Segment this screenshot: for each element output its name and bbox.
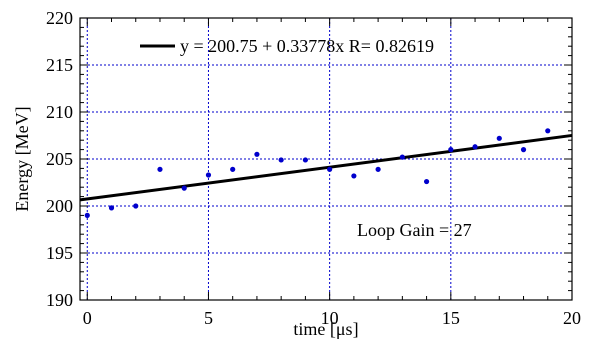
x-tick-label: 15 [442,308,460,328]
data-point [254,151,260,157]
legend: y = 200.75 + 0.33778x R= 0.82619 [140,36,434,56]
data-point [375,166,381,172]
y-tick-label: 210 [46,102,73,122]
data-point [472,144,478,150]
fit-line [79,133,573,202]
data-point [108,205,115,211]
axis-tick-labels: 0 5 10 15 20 190 195 200 205 210 215 220 [46,8,581,328]
y-tick-label: 205 [46,149,73,169]
loop-gain-annotation: Loop Gain = 27 [357,220,472,240]
data-point [545,128,551,134]
data-point [423,178,430,185]
x-tick-label: 20 [563,308,581,328]
data-point [448,147,454,153]
x-tick-label: 5 [204,308,213,328]
y-tick-label: 215 [46,55,73,75]
data-point [351,173,357,179]
data-point [157,166,163,172]
legend-label: y = 200.75 + 0.33778x R= 0.82619 [180,36,434,56]
data-point [133,203,139,209]
data-point [399,154,405,160]
y-tick-label: 190 [46,290,73,310]
data-points [84,128,551,218]
y-tick-label: 200 [46,196,73,216]
x-tick-label: 10 [321,308,339,328]
fit-line-group [79,133,573,202]
data-point [520,147,527,153]
x-tick-label: 0 [83,308,92,328]
data-point [278,157,284,163]
data-point [302,157,308,163]
data-point [181,185,187,191]
data-point [205,172,212,178]
y-tick-label: 195 [46,243,73,263]
grid-lines [80,18,573,300]
data-point [327,166,333,172]
axis-ticks [80,17,573,301]
y-axis-label: Energy [MeV] [12,106,32,211]
data-point [496,135,502,141]
x-axis-label: time [μs] [293,319,358,339]
data-point [230,166,236,172]
data-point [84,212,90,218]
y-tick-label: 220 [46,8,73,28]
